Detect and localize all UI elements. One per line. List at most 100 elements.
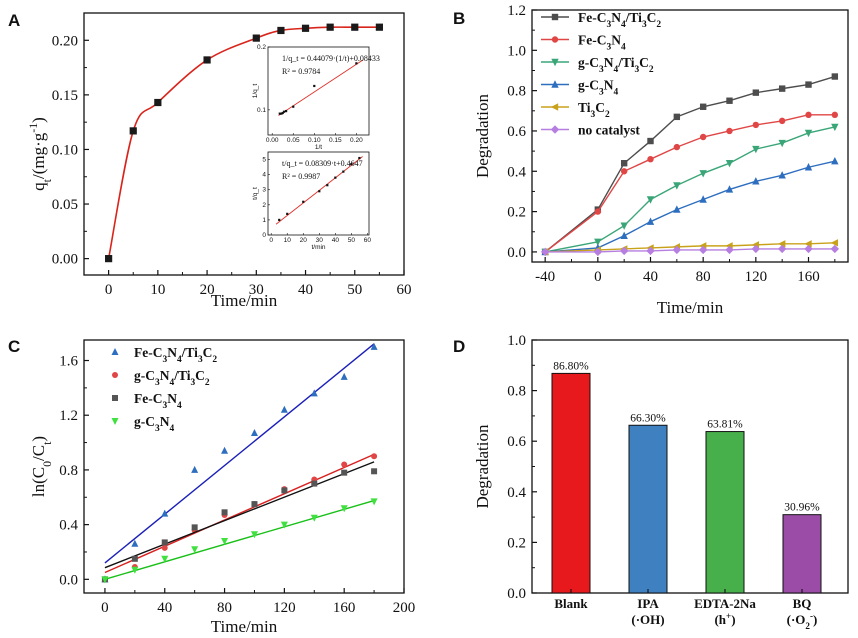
panel-c-ytick-label: 0.0 [59,572,78,588]
panel-b-point [804,244,813,254]
panel-d-bar-bq [782,514,822,594]
panel-a-point [301,24,310,32]
panel-b-point [673,113,681,121]
inset-1-frame [267,46,370,136]
panel-c-ytick-label: 1.6 [59,354,78,370]
panel-c-point [191,465,199,473]
panel-c-ytick-label: 0.4 [59,518,78,534]
panel-a-point [203,56,211,64]
panel-c-ytick-label: 0.8 [59,463,78,479]
panel-b-ylabel: Degradation [473,93,492,178]
panel-c-point [250,428,258,436]
panel-b-point [752,89,760,96]
panel-b-legend-marker [551,80,559,88]
inset-2-point [318,190,321,193]
panel-b-frame [531,9,849,263]
panel-b-point [778,139,786,148]
panel-c-xtick-label: 0 [101,600,109,616]
panel-b-point [699,170,707,178]
panel-a-point [252,34,260,42]
inset-2-ytick-label: 1 [262,217,266,224]
panel-a-xtick-label: 20 [200,282,215,298]
inset-2-point [278,218,281,222]
panel-d-category-label: IPA [637,596,659,611]
panel-c-point [161,555,169,563]
panel-b-point [646,196,655,204]
panel-b-point [805,81,812,88]
panel-c-point [340,372,348,380]
panel-d-category-label: EDTA-2Na [694,596,756,611]
inset-2-point [350,162,353,166]
panel-c-xlabel: Time/min [211,617,278,636]
panel-d-ytick-label: 0.0 [507,586,526,602]
panel-c-point [161,539,168,546]
panel-b-point [620,222,628,230]
panel-b-point [752,121,760,129]
panel-b-point [699,195,707,203]
panel-a-xlabel: Time/min [211,291,278,310]
panel-a-point [326,23,334,31]
panel-b-legend-label: Ti3C2 [578,100,610,120]
panel-b-ytick-label: 1.2 [507,3,526,19]
panel-c-fit-line-1 [104,453,375,574]
panel-b-point [831,73,839,80]
panel-a-point [154,98,162,107]
panel-d-bar-label: 66.30% [630,412,666,424]
panel-b-ytick-label: 0.6 [507,124,526,140]
panel-c-point [131,566,139,574]
inset-2-ytick-label: 4 [262,172,266,179]
inset-2-xtick-label: 20 [300,237,308,244]
panel-b-point [594,238,602,247]
panel-b-point [593,247,603,257]
inset-2-equation: t/q_t = 0.08309·t+0.4647 [282,159,363,168]
panel-b-point [777,240,786,248]
panel-a-ytick-label: 0.20 [52,33,78,49]
panel-c-point [371,468,378,475]
panel-b-ytick-label: 0.8 [507,84,526,100]
inset-2-ytick-label: 0 [262,232,266,239]
panel-b-xtick-label: -40 [535,269,555,285]
panel-c-point [371,453,378,460]
inset-1-equation: 1/q_t = 0.44079·(1/t)+0.08433 [282,54,380,63]
panel-b-point [778,171,786,179]
panel-b-legend-marker [551,13,559,21]
inset-2-xlabel: t/min [311,244,325,251]
inset-2-ytick-label: 3 [262,187,266,194]
panel-b-legend-label: Fe-C3N4 [578,33,626,53]
inset-1-point [281,111,284,115]
panel-c-xtick-label: 160 [333,600,356,616]
panel-c-xtick-label: 120 [273,600,296,616]
panel-b-point [540,247,550,257]
panel-b-point [647,137,654,145]
panel-c-fit-line-0 [104,343,375,564]
panel-b-xtick-label: 40 [643,269,658,285]
panel-b-ytick-label: 0.0 [507,245,526,261]
panel-b-legend-marker [550,103,559,111]
inset-1-ytick-label: 0.2 [257,44,266,51]
inset-2-xtick-label: 40 [332,237,340,244]
panel-c-point [221,446,229,454]
panel-a-xtick-label: 60 [397,282,412,298]
panel-c-xtick-label: 80 [217,600,232,616]
inset-2-xtick-label: 10 [284,237,292,244]
panel-c-ylabel: ln(C0/Ct) [29,436,54,497]
panel-c-point [221,509,228,516]
panel-a-curve [107,26,380,259]
panel-c-legend-marker [111,418,119,425]
panel-d-ytick-label: 0.8 [507,384,526,400]
panel-b-point [725,185,734,193]
panel-d-subcategory-label: (h+) [714,611,735,627]
inset-1-point [282,110,286,113]
panel-a-point [375,23,383,31]
panel-c-legend-marker [111,348,119,355]
panel-b-point [752,177,760,185]
panel-c-fit-line-3 [104,499,375,580]
panel-d-bar-blank [551,372,591,594]
panel-b-point [673,182,681,190]
panel-b-legend-label: Fe-C3N4/Ti3C2 [578,10,661,30]
inset-2-xtick-label: 0 [269,237,273,244]
panel-b-point [646,246,655,256]
panel-b-ytick-label: 0.2 [507,205,526,221]
panel-d-bar-edta-2na [705,431,745,594]
